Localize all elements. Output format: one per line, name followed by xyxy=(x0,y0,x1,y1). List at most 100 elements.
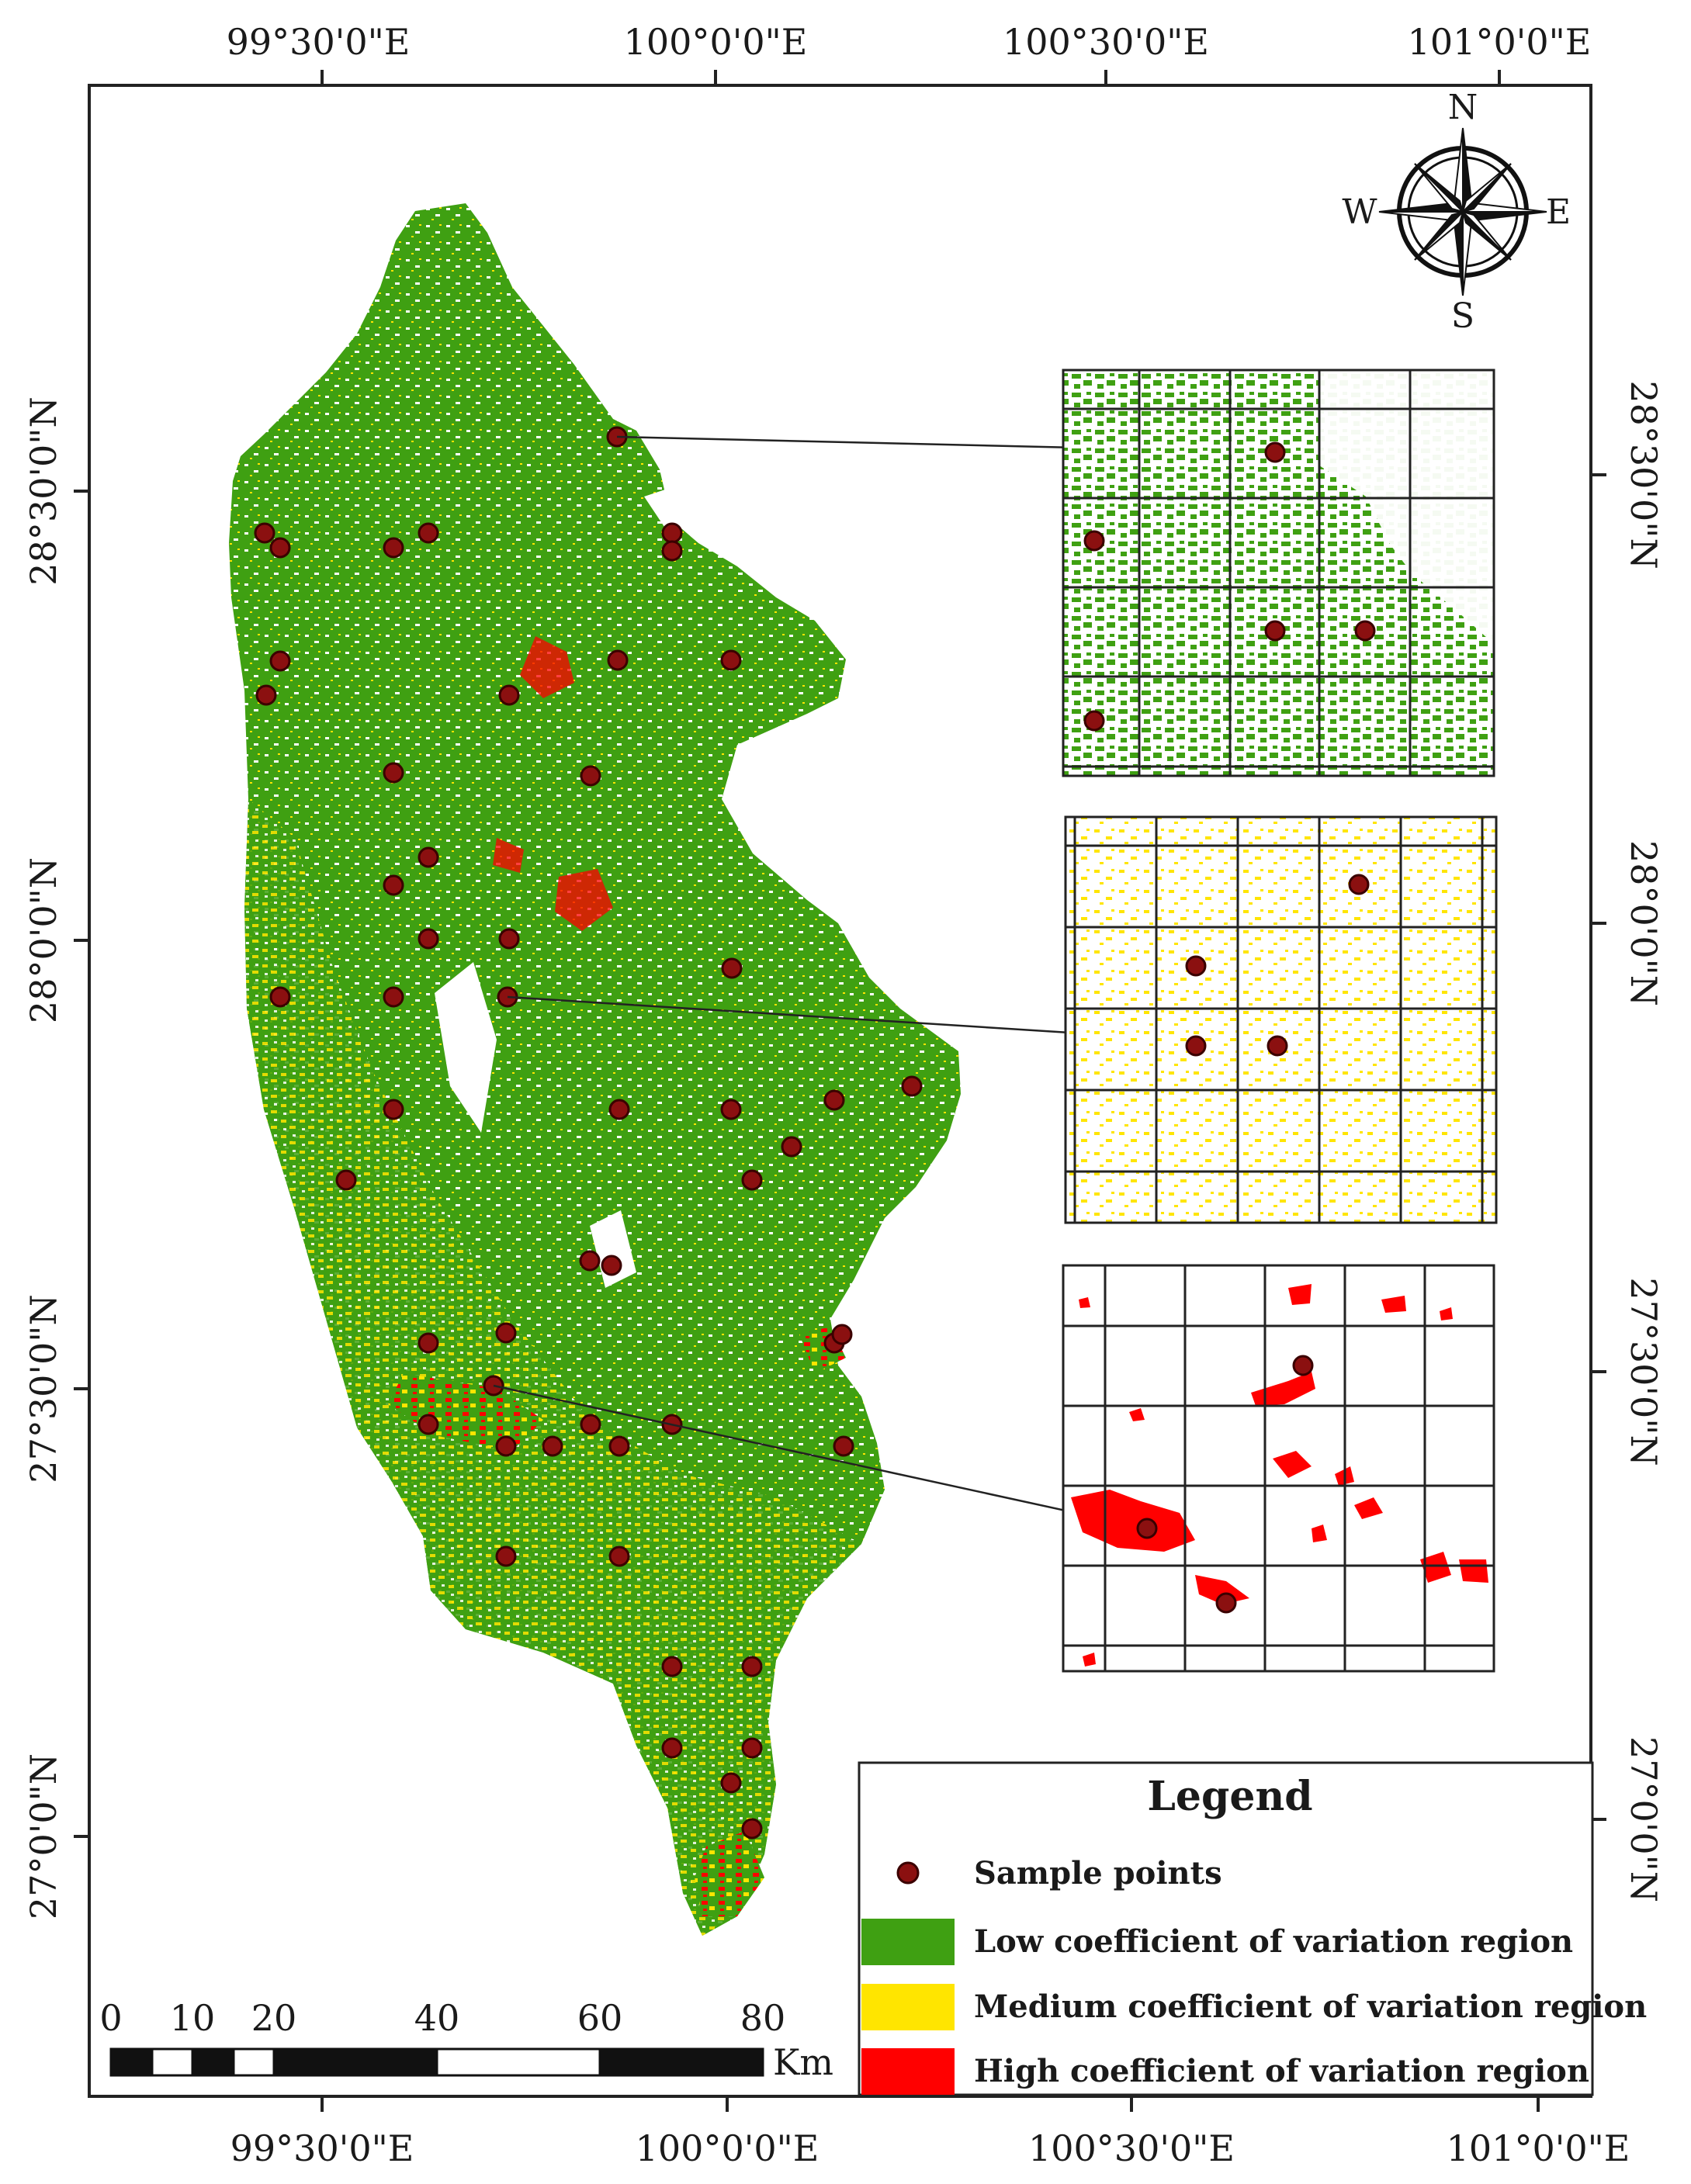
study-area-gap-1 xyxy=(435,962,497,1133)
inset-sample-point xyxy=(1136,1518,1158,1539)
sample-point xyxy=(498,928,520,950)
scale-tick-60: 60 xyxy=(577,1997,623,2039)
sample-point xyxy=(542,1435,563,1457)
sample-point xyxy=(254,522,275,544)
sample-point xyxy=(269,537,291,559)
legend-medium-swatch xyxy=(861,1984,955,2030)
lat-label-right-3: 27°30'0"N xyxy=(1623,1277,1665,1466)
sample-point xyxy=(661,1737,683,1759)
lat-ticks-left xyxy=(74,490,89,1838)
sample-point xyxy=(741,1818,763,1840)
inset-sample-point xyxy=(1264,620,1286,642)
sample-point xyxy=(901,1075,923,1097)
sample-point xyxy=(831,1324,853,1345)
sample-point xyxy=(833,1435,854,1457)
sample-point xyxy=(383,762,404,784)
sample-point xyxy=(418,928,439,950)
legend-low-swatch xyxy=(861,1919,955,1965)
lon-label-bottom-3: 100°30'0"E xyxy=(1028,2127,1235,2169)
sample-point xyxy=(335,1169,357,1191)
sample-point xyxy=(661,522,683,544)
compass-west-label: W xyxy=(1342,192,1377,232)
inset-low xyxy=(1062,369,1495,777)
sample-point xyxy=(781,1136,802,1158)
lon-label-bottom-1: 99°30'0"E xyxy=(230,2127,414,2169)
scale-tick-40: 40 xyxy=(414,1997,460,2039)
sample-point xyxy=(383,986,404,1008)
inset-sample-point xyxy=(1267,1035,1288,1057)
legend-sample-swatch xyxy=(896,1861,920,1885)
sample-point xyxy=(579,1250,601,1272)
sample-points xyxy=(254,426,923,1840)
lat-label-left-4: 27°0'0"N xyxy=(23,1753,64,1919)
lat-label-right-4: 27°0'0"N xyxy=(1623,1736,1665,1902)
inset-sample-point xyxy=(1292,1355,1314,1376)
sample-point xyxy=(720,649,742,671)
sample-point xyxy=(580,765,601,787)
sample-point xyxy=(608,1099,630,1120)
study-area-high-patches-north xyxy=(493,636,613,931)
study-area-medium-band xyxy=(244,799,861,1936)
inset-medium xyxy=(1064,815,1498,1224)
legend-high-swatch xyxy=(861,2048,955,2095)
lon-label-top-4: 101°0'0"E xyxy=(1408,21,1592,63)
sample-point xyxy=(383,1099,404,1120)
scale-tick-10: 10 xyxy=(170,1997,216,2039)
inset-sample-point xyxy=(1348,874,1370,895)
legend-high-label: High coefficient of variation region xyxy=(974,2053,1589,2089)
sample-point xyxy=(495,1322,517,1344)
lon-label-bottom-4: 101°0'0"E xyxy=(1447,2127,1630,2169)
sample-point xyxy=(269,650,291,672)
sample-point xyxy=(255,684,277,706)
connector-high xyxy=(493,1384,1148,1530)
sample-point xyxy=(741,1169,763,1191)
inset-sample-point xyxy=(1354,620,1376,642)
sample-point xyxy=(383,874,404,896)
sample-point xyxy=(741,1737,763,1759)
sample-point xyxy=(601,1255,622,1276)
sample-point xyxy=(661,1656,683,1677)
sample-point xyxy=(741,1656,763,1677)
sample-point xyxy=(418,846,439,868)
sample-point xyxy=(661,540,683,562)
inset-sample-point xyxy=(1215,1592,1237,1614)
sample-point xyxy=(495,1545,517,1567)
legend-sample-label: Sample points xyxy=(974,1855,1222,1892)
sample-point xyxy=(418,1332,439,1354)
lon-ticks-bottom xyxy=(321,2096,1540,2112)
sample-point xyxy=(720,1772,742,1794)
sample-point xyxy=(721,957,743,979)
north-arrow-icon xyxy=(1378,127,1547,296)
lat-label-right-1: 28°30'0"N xyxy=(1623,380,1665,569)
sample-point xyxy=(608,1545,630,1567)
inset-sample-point xyxy=(1083,530,1105,552)
lon-label-top-1: 99°30'0"E xyxy=(227,21,411,63)
sample-point xyxy=(495,1435,517,1457)
lon-ticks-top xyxy=(321,70,1501,85)
sample-point xyxy=(580,1414,601,1435)
compass-south-label: S xyxy=(1451,296,1474,336)
scale-tick-80: 80 xyxy=(740,1997,786,2039)
sample-point xyxy=(823,1089,845,1111)
study-area-high-patches-south xyxy=(388,1327,846,1916)
lat-label-left-3: 27°30'0"N xyxy=(23,1294,64,1483)
compass-north-label: N xyxy=(1448,88,1478,127)
sample-point xyxy=(269,986,291,1008)
sample-point xyxy=(418,1414,439,1435)
legend-title: Legend xyxy=(1147,1773,1312,1820)
inset-sample-point xyxy=(1264,441,1286,463)
lat-ticks-right xyxy=(1591,473,1606,1821)
legend-box xyxy=(858,1761,1594,2096)
legend-medium-label: Medium coefficient of variation region xyxy=(974,1988,1647,2025)
legend-low-label: Low coefficient of variation region xyxy=(974,1923,1573,1960)
sample-point xyxy=(607,649,629,671)
inset-sample-point xyxy=(1083,710,1105,732)
sample-point xyxy=(383,537,404,559)
sample-point xyxy=(720,1099,742,1120)
lat-label-right-2: 28°0'0"N xyxy=(1623,840,1665,1006)
lat-label-left-1: 28°30'0"N xyxy=(23,396,64,585)
scale-tick-0: 0 xyxy=(99,1997,122,2039)
sample-point xyxy=(608,1435,630,1457)
inset-high xyxy=(1062,1264,1495,1673)
